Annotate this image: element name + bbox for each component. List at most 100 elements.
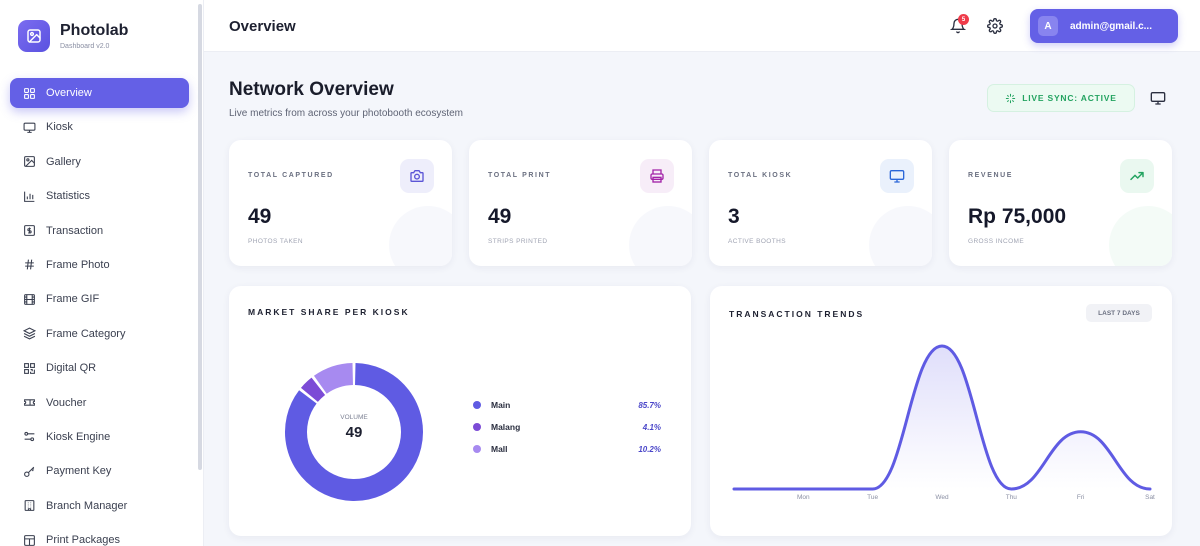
stat-label: TOTAL PRINT bbox=[488, 172, 552, 179]
activity-icon bbox=[1006, 93, 1016, 103]
stat-value: 49 bbox=[248, 205, 272, 228]
page-subtitle: Live metrics from across your photobooth… bbox=[229, 108, 463, 119]
page-title: Network Overview bbox=[229, 79, 394, 100]
transaction-trends-card: TRANSACTION TRENDS LAST 7 DAYS Mon Tue Wed… bbox=[710, 286, 1172, 536]
sidebar-item-branch-manager[interactable]: Branch Manager bbox=[10, 491, 189, 521]
legend-label: Mall bbox=[491, 444, 508, 454]
sidebar: Photolab Dashboard v2.0 Overview Kiosk G… bbox=[0, 0, 204, 546]
top-header: Overview 5 A admin@gmail.c... bbox=[204, 0, 1200, 52]
stat-sub: PHOTOS TAKEN bbox=[248, 238, 304, 245]
donut-slice-mall[interactable] bbox=[313, 363, 354, 395]
stat-card-total-kiosk: TOTAL KIOSK 3 ACTIVE BOOTHS bbox=[709, 140, 932, 266]
film-icon bbox=[22, 292, 36, 306]
sidebar-item-statistics[interactable]: Statistics bbox=[10, 181, 189, 211]
sidebar-item-kiosk[interactable]: Kiosk bbox=[10, 112, 189, 142]
user-email: admin@gmail.c... bbox=[1070, 20, 1152, 32]
printer-icon bbox=[640, 159, 674, 193]
sidebar-item-kiosk-engine[interactable]: Kiosk Engine bbox=[10, 422, 189, 452]
sidebar-scrollbar[interactable] bbox=[198, 4, 202, 470]
x-tick-label: Wed bbox=[935, 494, 949, 501]
legend-label: Malang bbox=[491, 422, 521, 432]
key-icon bbox=[22, 464, 36, 478]
section-title: MARKET SHARE PER KIOSK bbox=[248, 307, 410, 317]
monitor-icon[interactable] bbox=[1150, 90, 1166, 106]
sidebar-item-label: Kiosk bbox=[46, 121, 73, 134]
bell-icon[interactable] bbox=[949, 18, 967, 34]
sidebar-item-label: Branch Manager bbox=[46, 499, 128, 512]
legend-value: 10.2% bbox=[638, 444, 661, 454]
sidebar-item-label: Frame Photo bbox=[46, 258, 110, 271]
sidebar-item-voucher[interactable]: Voucher bbox=[10, 388, 189, 418]
sidebar-item-frame-category[interactable]: Frame Category bbox=[10, 319, 189, 349]
trend-line bbox=[732, 344, 1152, 491]
sidebar-item-payment-key[interactable]: Payment Key bbox=[10, 456, 189, 486]
donut-slice-malang[interactable] bbox=[300, 377, 326, 403]
sidebar-item-frame-photo[interactable]: Frame Photo bbox=[10, 250, 189, 280]
trend-area-fill bbox=[734, 346, 1150, 489]
header-title: Overview bbox=[229, 18, 296, 35]
legend-item-malang: Malang 4.1% bbox=[473, 420, 663, 434]
sidebar-item-label: Voucher bbox=[46, 396, 87, 409]
ticket-icon bbox=[22, 396, 36, 410]
donut-center-label: VOLUME bbox=[340, 414, 368, 421]
monitor-icon bbox=[22, 120, 36, 134]
sidebar-item-gallery[interactable]: Gallery bbox=[10, 147, 189, 177]
legend-value: 85.7% bbox=[638, 400, 661, 410]
x-tick-label: Thu bbox=[1005, 494, 1017, 501]
card-decoration bbox=[389, 206, 452, 266]
camera-icon bbox=[400, 159, 434, 193]
sidebar-item-frame-gif[interactable]: Frame GIF bbox=[10, 284, 189, 314]
brand-subtitle: Dashboard v2.0 bbox=[60, 43, 110, 50]
sidebar-nav: Overview Kiosk Gallery Statistics Transa… bbox=[10, 78, 189, 546]
section-title: TRANSACTION TRENDS bbox=[729, 309, 865, 319]
sidebar-item-overview[interactable]: Overview bbox=[10, 78, 189, 108]
stat-value: Rp 75,000 bbox=[968, 205, 1067, 228]
range-selector-button[interactable]: LAST 7 DAYS bbox=[1086, 304, 1152, 322]
sidebar-item-label: Frame Category bbox=[46, 327, 126, 340]
stat-label: TOTAL KIOSK bbox=[728, 172, 793, 179]
sidebar-item-label: Statistics bbox=[46, 190, 91, 203]
card-decoration bbox=[869, 206, 932, 266]
gear-icon[interactable] bbox=[987, 18, 1003, 34]
sidebar-item-label: Digital QR bbox=[46, 362, 97, 375]
card-decoration bbox=[629, 206, 692, 266]
live-sync-label: LIVE SYNC: ACTIVE bbox=[1022, 93, 1117, 103]
stat-card-total-captured: TOTAL CAPTURED 49 PHOTOS TAKEN bbox=[229, 140, 452, 266]
sidebar-item-label: Print Packages bbox=[46, 534, 120, 546]
sidebar-item-transaction[interactable]: Transaction bbox=[10, 216, 189, 246]
sliders-icon bbox=[22, 430, 36, 444]
trending-up-icon bbox=[1120, 159, 1154, 193]
x-tick-label: Mon bbox=[797, 494, 810, 501]
sidebar-item-print-packages[interactable]: Print Packages bbox=[10, 525, 189, 546]
stat-sub: ACTIVE BOOTHS bbox=[728, 238, 786, 245]
sidebar-item-label: Overview bbox=[46, 87, 92, 99]
user-menu-button[interactable]: A admin@gmail.c... bbox=[1030, 9, 1178, 43]
market-share-donut bbox=[285, 363, 423, 501]
notification-badge: 5 bbox=[958, 14, 969, 25]
qr-icon bbox=[22, 361, 36, 375]
sidebar-item-label: Transaction bbox=[46, 224, 104, 237]
monitor-icon bbox=[880, 159, 914, 193]
x-tick-label: Sat bbox=[1145, 494, 1155, 501]
legend-label: Main bbox=[491, 400, 511, 410]
brand[interactable]: Photolab Dashboard v2.0 bbox=[18, 20, 128, 52]
legend-dot bbox=[473, 445, 481, 453]
photolab-logo-icon bbox=[18, 20, 50, 52]
package-icon bbox=[22, 533, 36, 546]
card-decoration bbox=[1109, 206, 1172, 266]
donut-slice-main[interactable] bbox=[285, 363, 423, 501]
legend-item-main: Main 85.7% bbox=[473, 398, 663, 412]
sidebar-item-label: Gallery bbox=[46, 155, 81, 168]
market-share-card: MARKET SHARE PER KIOSK VOLUME 49 Main 85… bbox=[229, 286, 691, 536]
bar-chart-icon bbox=[22, 189, 36, 203]
legend-dot bbox=[473, 401, 481, 409]
sidebar-item-label: Payment Key bbox=[46, 465, 112, 478]
transaction-trends-chart bbox=[732, 344, 1152, 491]
avatar: A bbox=[1038, 16, 1058, 36]
stat-card-revenue: REVENUE Rp 75,000 GROSS INCOME bbox=[949, 140, 1172, 266]
image-icon bbox=[22, 155, 36, 169]
stat-label: REVENUE bbox=[968, 172, 1014, 179]
x-tick-label: Fri bbox=[1076, 494, 1085, 501]
sidebar-item-digital-qr[interactable]: Digital QR bbox=[10, 353, 189, 383]
sidebar-item-label: Frame GIF bbox=[46, 293, 100, 306]
